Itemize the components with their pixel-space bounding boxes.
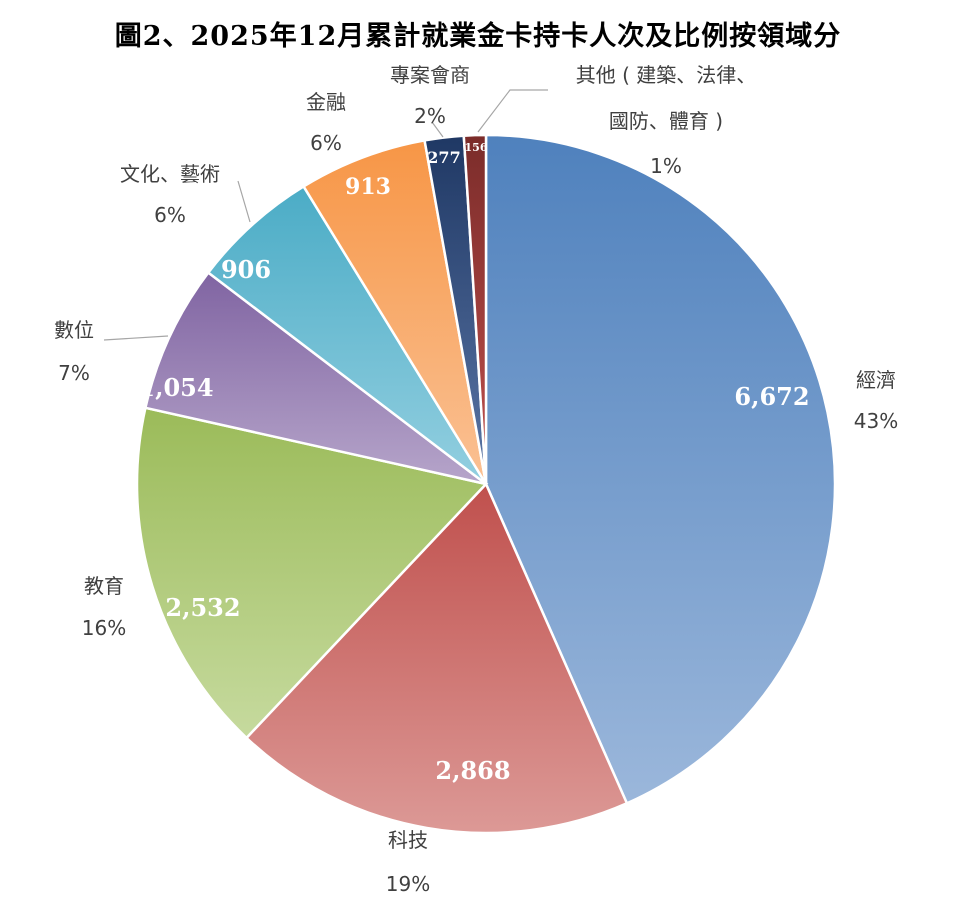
slice-8-category-label-2: 國防、體育 ): [609, 109, 723, 133]
slice-2-wedge: [244, 481, 629, 835]
slice-4-leader-line: [103, 335, 169, 341]
slice-1-percent-label: 43%: [854, 409, 898, 433]
slice-3-percent-label: 16%: [82, 616, 126, 640]
slice-6-category-label: 金融: [306, 90, 346, 114]
slice-7-category-label: 專案會商: [390, 63, 470, 87]
slice-4-wedge: [143, 270, 487, 486]
slice-8-value-label: 156: [465, 141, 488, 154]
slice-6-value-label: 913: [345, 174, 391, 200]
slice-1-value-label: 6,672: [734, 382, 809, 411]
slice-8-wedge: [462, 133, 488, 485]
slice-6-wedge: [301, 138, 488, 485]
slice-8-percent-label: 1%: [650, 154, 682, 178]
slice-4-category-label: 數位: [54, 318, 94, 342]
slice-1-wedge: [484, 133, 837, 805]
slice-8-leader-line: [477, 89, 548, 133]
slice-4-value-label: 1,054: [138, 373, 213, 402]
slice-3-category-label: 教育: [84, 574, 124, 598]
slice-5-value-label: 906: [221, 255, 271, 284]
slice-5-category-label: 文化、藝術: [120, 162, 220, 186]
slice-1-category-label: 經濟: [856, 368, 896, 392]
slice-6-percent-label: 6%: [310, 131, 342, 155]
slice-5-wedge: [206, 184, 488, 485]
slice-5-leader-line: [237, 180, 251, 223]
slice-3-wedge: [135, 406, 489, 740]
slice-5-percent-label: 6%: [154, 203, 186, 227]
slice-7-leader-line: [431, 121, 444, 138]
slice-2-value-label: 2,868: [435, 756, 510, 785]
slice-2-category-label: 科技: [388, 828, 428, 852]
slice-7-value-label: 277: [427, 148, 460, 167]
slice-3-value-label: 2,532: [165, 593, 240, 622]
slice-2-percent-label: 19%: [386, 872, 430, 896]
chart-title: 圖2、2025年12月累計就業金卡持卡人次及比例按領域分: [114, 21, 842, 52]
slice-8-category-label-1: 其他 ( 建築、法律、: [576, 63, 757, 87]
slice-7-percent-label: 2%: [414, 104, 446, 128]
slice-4-percent-label: 7%: [58, 361, 90, 385]
